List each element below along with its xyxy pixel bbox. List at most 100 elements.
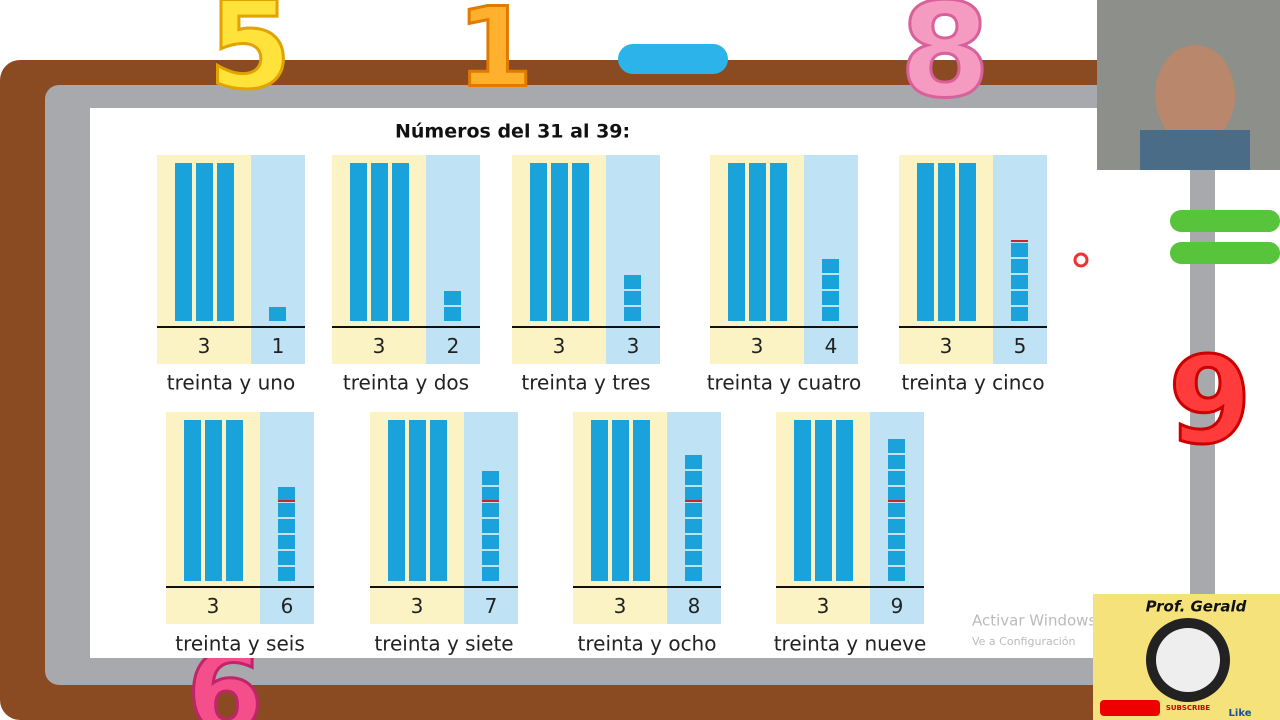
ten-bar — [205, 420, 222, 581]
ten-bar — [175, 163, 192, 321]
unit-square — [888, 503, 905, 517]
unit-square — [1011, 243, 1028, 257]
ten-bar — [794, 420, 811, 581]
unit-square — [278, 535, 295, 549]
units-digit: 6 — [281, 594, 294, 618]
units-digit: 4 — [825, 334, 838, 358]
unit-square — [685, 551, 702, 565]
unit-square — [444, 307, 461, 321]
tens-digit: 3 — [411, 594, 424, 618]
like[interactable]: Like — [1229, 708, 1252, 719]
decor-minus — [618, 44, 728, 74]
youtube-icon[interactable] — [1100, 700, 1160, 716]
unit-square — [888, 551, 905, 565]
ten-bar — [815, 420, 832, 581]
number-word: treinta y dos — [343, 371, 469, 395]
unit-square — [624, 275, 641, 289]
unit-square — [822, 275, 839, 289]
unit-square — [888, 455, 905, 469]
ten-bar — [749, 163, 766, 321]
unit-square — [278, 487, 295, 501]
logo-name: Prof. Gerald — [1146, 598, 1247, 616]
decor-numeral: 9 — [1168, 333, 1252, 472]
number-word: treinta y cuatro — [707, 371, 862, 395]
ten-bar — [409, 420, 426, 581]
ten-bar — [430, 420, 447, 581]
tens-digit: 3 — [553, 334, 566, 358]
ten-bar — [551, 163, 568, 321]
units-column — [260, 412, 314, 624]
decor-equals — [1170, 210, 1280, 232]
logo-emblem — [1156, 628, 1220, 692]
unit-square — [685, 503, 702, 517]
decor-numeral: 8 — [900, 0, 990, 127]
number-word: treinta y cinco — [901, 371, 1044, 395]
unit-square — [278, 567, 295, 581]
decor-equals — [1170, 242, 1280, 264]
unit-square — [624, 291, 641, 305]
ten-bar — [184, 420, 201, 581]
ten-bar — [217, 163, 234, 321]
unit-square — [888, 487, 905, 501]
unit-square — [278, 551, 295, 565]
ten-bar — [633, 420, 650, 581]
ten-bar — [836, 420, 853, 581]
watermark: Activar Windows — [972, 612, 1096, 630]
units-column — [426, 155, 480, 364]
ten-bar — [196, 163, 213, 321]
ten-bar — [612, 420, 629, 581]
unit-square — [482, 487, 499, 501]
webcam-person — [1155, 45, 1235, 145]
unit-square — [888, 439, 905, 453]
unit-square — [1011, 307, 1028, 321]
ten-bar — [530, 163, 547, 321]
units-digit: 7 — [485, 594, 498, 618]
tens-digit: 3 — [373, 334, 386, 358]
units-digit: 1 — [272, 334, 285, 358]
units-column — [464, 412, 518, 624]
webcam-shirt — [1140, 130, 1250, 170]
unit-square — [685, 519, 702, 533]
tens-digit: 3 — [198, 334, 211, 358]
watermark: Ve a Configuración — [972, 635, 1076, 648]
tens-digit: 3 — [751, 334, 764, 358]
subscribe[interactable]: SUBSCRIBE — [1166, 704, 1211, 712]
unit-square — [888, 519, 905, 533]
unit-square — [1011, 291, 1028, 305]
ten-bar — [917, 163, 934, 321]
cursor-dot — [1073, 252, 1089, 268]
decor-numeral: 5 — [208, 0, 292, 117]
unit-square — [685, 471, 702, 485]
unit-square — [482, 503, 499, 517]
units-digit: 8 — [688, 594, 701, 618]
unit-square — [1011, 275, 1028, 289]
unit-square — [1011, 259, 1028, 273]
unit-square — [482, 519, 499, 533]
unit-square — [444, 291, 461, 305]
unit-square — [888, 567, 905, 581]
unit-square — [822, 307, 839, 321]
ten-bar — [350, 163, 367, 321]
ten-bar — [388, 420, 405, 581]
unit-square — [482, 567, 499, 581]
unit-square — [269, 307, 286, 321]
tens-digit: 3 — [940, 334, 953, 358]
decor-numeral: 1 — [457, 0, 534, 111]
ten-bar — [572, 163, 589, 321]
unit-square — [482, 471, 499, 485]
ten-bar — [959, 163, 976, 321]
ten-bar — [728, 163, 745, 321]
unit-square — [482, 535, 499, 549]
tens-digit: 3 — [614, 594, 627, 618]
unit-square — [278, 503, 295, 517]
unit-square — [685, 535, 702, 549]
ten-bar — [770, 163, 787, 321]
units-column — [606, 155, 660, 364]
unit-square — [482, 551, 499, 565]
ten-bar — [371, 163, 388, 321]
number-word: treinta y uno — [167, 371, 295, 395]
unit-square — [822, 291, 839, 305]
ten-bar — [392, 163, 409, 321]
